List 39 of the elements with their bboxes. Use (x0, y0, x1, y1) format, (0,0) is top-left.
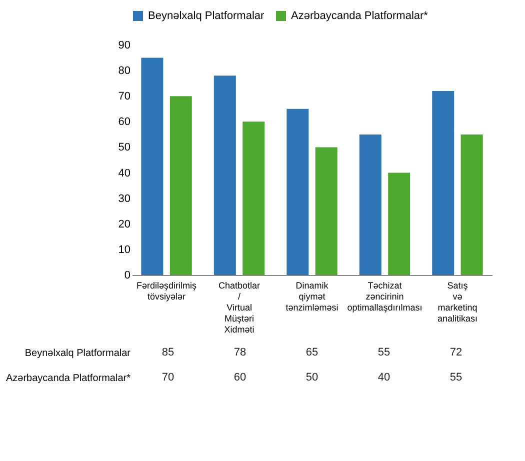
y-tick-label: 80 (118, 65, 130, 78)
x-tick-label: Chatbotlar / Virtual Müştəri Xidməti (218, 280, 260, 334)
data-label: 72 (450, 346, 462, 358)
bar (214, 76, 236, 275)
y-tick-label: 10 (118, 244, 130, 256)
y-tick-label: 40 (118, 167, 130, 180)
data-label: 70 (162, 372, 174, 384)
y-tick-label: 70 (118, 90, 130, 103)
y-tick-label: 30 (118, 192, 130, 205)
x-tick-label: Satış və marketinq analitikası (437, 280, 478, 324)
legend-label: Azərbaycanda Platformalar* (291, 10, 429, 22)
y-tick-label: 50 (118, 142, 130, 154)
bar (388, 172, 410, 275)
data-label: 40 (378, 372, 390, 384)
bar (315, 147, 338, 275)
data-label: 55 (450, 372, 462, 384)
legend-label: Beynəlxalq Platformalar (148, 10, 265, 22)
bar (286, 108, 309, 275)
x-tick-label: Fərdiləşdirilmiş tövsiyələr (136, 280, 198, 302)
bar (460, 134, 483, 275)
y-tick-label: 20 (118, 218, 130, 230)
bar (170, 96, 192, 275)
x-tick-label: Təchizat zəncirinin optimallaşdırılması (347, 280, 422, 312)
bar (432, 91, 454, 275)
data-label: 55 (378, 346, 390, 358)
data-label: 50 (306, 372, 318, 384)
bar (359, 134, 382, 275)
bar (242, 122, 265, 275)
y-tick-label: 60 (118, 116, 130, 128)
x-tick-label: Dinamik qiymət tənzimləməsi (286, 280, 338, 312)
text: Beynəlxalq Platformalar (24, 348, 130, 359)
data-label: 85 (162, 346, 174, 358)
data-label: 60 (234, 372, 246, 384)
y-tick-label: 90 (118, 40, 130, 52)
data-label: 65 (306, 346, 318, 358)
bar (141, 58, 164, 275)
y-tick-label: 0 (124, 270, 130, 282)
data-label: 78 (234, 346, 246, 358)
text: Azərbaycanda Platformalar* (6, 373, 130, 384)
